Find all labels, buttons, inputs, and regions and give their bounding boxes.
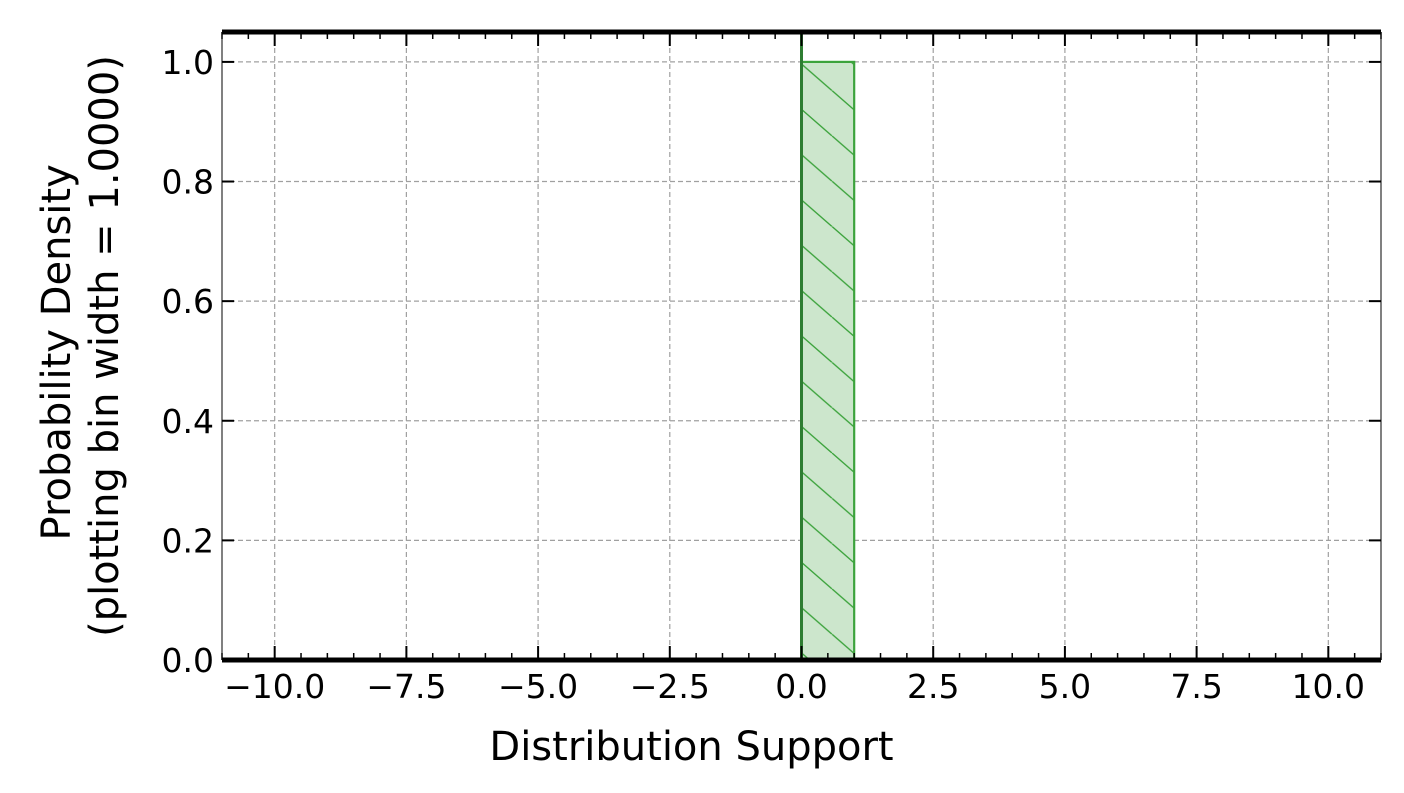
y-tick-label: 0.0 [162, 641, 214, 680]
y-tick-label: 0.4 [162, 402, 214, 441]
y-axis-title: Probability Density (plotting bin width … [34, 55, 128, 637]
x-tick-label: 10.0 [1292, 667, 1365, 706]
x-tick-label: 0.0 [775, 667, 827, 706]
bars [800, 32, 856, 662]
y-axis-title-line1: Probability Density [34, 164, 80, 540]
x-tick-label: −7.5 [366, 667, 446, 706]
y-tick-label: 0.2 [162, 521, 214, 560]
y-axis-title-line2: (plotting bin width = 1.0000) [82, 55, 128, 637]
y-tick-label: 0.6 [162, 282, 214, 321]
x-tick-label: −5.0 [498, 667, 578, 706]
x-tick-label: −10.0 [224, 667, 325, 706]
y-tick-label: 1.0 [162, 43, 214, 82]
x-axis-title: Distribution Support [489, 724, 893, 770]
y-tick-label: 0.8 [162, 163, 214, 202]
tick-labels: −10.0 −7.5 −5.0 −2.5 0.0 2.5 5.0 7.5 10.0 0.0 0.2 0… [162, 43, 1366, 706]
x-tick-label: 2.5 [907, 667, 959, 706]
x-tick-label: 7.5 [1170, 667, 1222, 706]
x-tick-label: −2.5 [630, 667, 710, 706]
histogram-bar-hatch [801, 61, 855, 660]
x-tick-label: 5.0 [1039, 667, 1091, 706]
ticks [221, 32, 1382, 661]
